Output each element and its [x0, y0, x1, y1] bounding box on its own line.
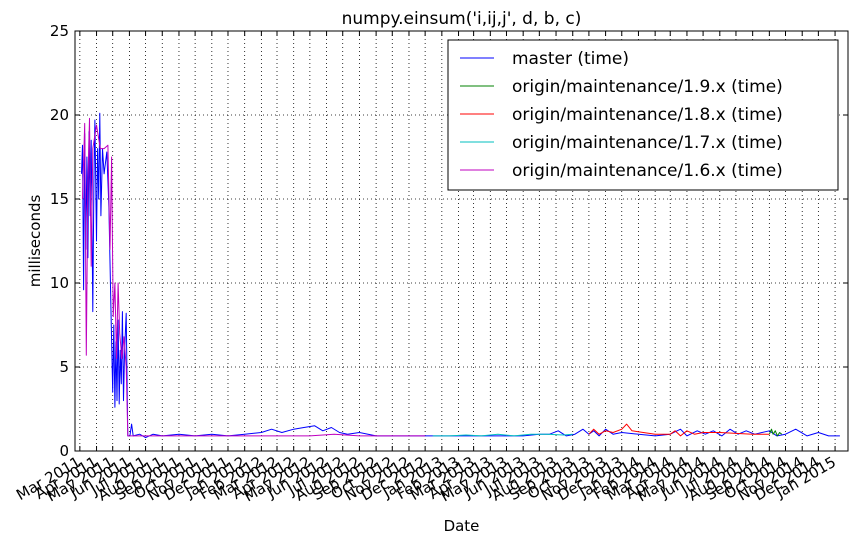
- legend: master (time) origin/maintenance/1.9.x (t…: [447, 39, 839, 191]
- y-tick-label: 20: [50, 106, 69, 124]
- chart-title: numpy.einsum('i,ij,j', d, b, c): [342, 9, 582, 29]
- legend-entry: master (time): [512, 49, 629, 69]
- series-line-0: [81, 112, 840, 439]
- plot-frame: [74, 30, 849, 452]
- legend-entry: origin/maintenance/1.8.x (time): [512, 105, 783, 125]
- y-tick-label: 15: [50, 190, 69, 208]
- series-layer: [81, 112, 840, 439]
- y-axis-title: milliseconds: [26, 195, 44, 288]
- legend-entry: origin/maintenance/1.6.x (time): [512, 161, 783, 181]
- y-axis: 0 5 10 15 20 25: [50, 22, 848, 460]
- y-tick-label: 0: [59, 442, 69, 460]
- y-tick-label: 5: [59, 358, 69, 376]
- y-tick-label: 10: [50, 274, 69, 292]
- series-line-1: [768, 428, 783, 437]
- legend-box: [447, 39, 839, 191]
- legend-entry: origin/maintenance/1.9.x (time): [512, 77, 783, 97]
- legend-entry: origin/maintenance/1.7.x (time): [512, 133, 783, 153]
- series-line-3: [432, 433, 573, 437]
- y-tick-label: 25: [50, 22, 69, 40]
- series-line-4: [82, 117, 426, 437]
- x-axis-title: Date: [444, 517, 480, 535]
- series-line-2: [588, 423, 770, 437]
